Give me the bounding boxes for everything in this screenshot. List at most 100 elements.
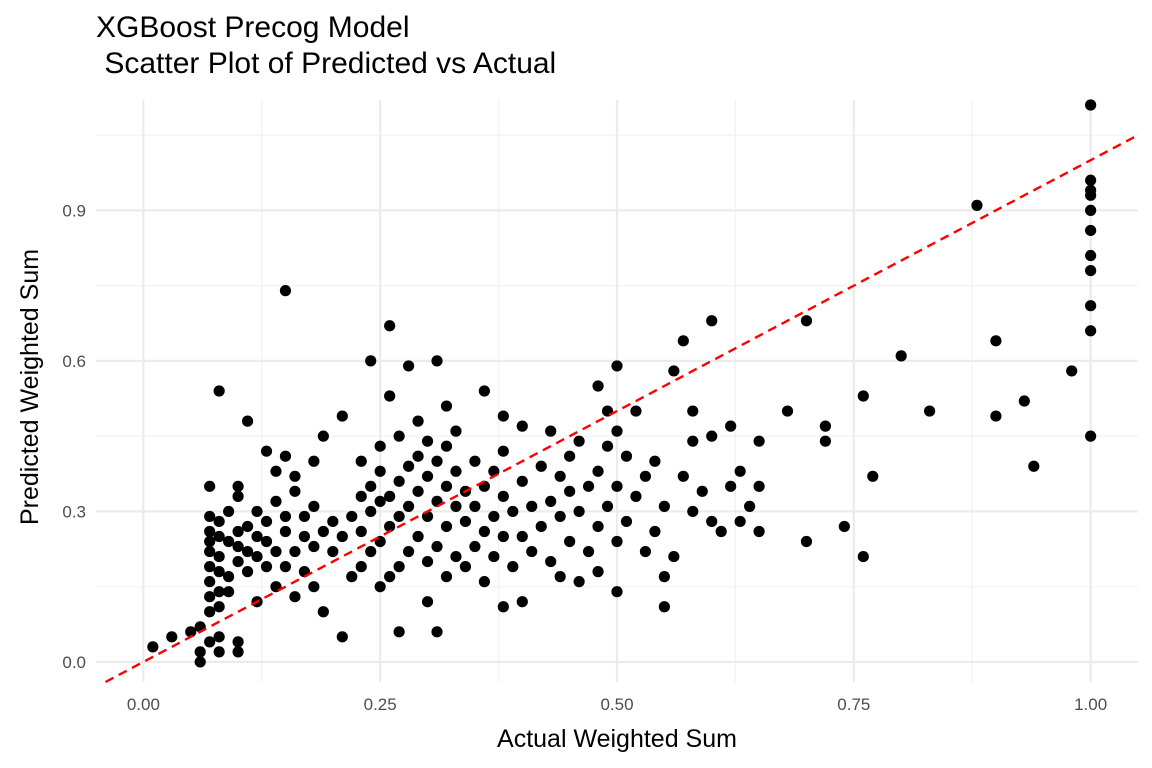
data-point xyxy=(270,495,282,507)
y-tick-label: 0.3 xyxy=(62,502,86,521)
data-point xyxy=(365,505,377,518)
data-point xyxy=(649,525,661,538)
data-point xyxy=(308,455,320,467)
data-point xyxy=(526,545,538,558)
data-point xyxy=(241,415,254,427)
data-point xyxy=(715,525,727,538)
y-tick-label: 0.9 xyxy=(62,201,86,220)
data-point xyxy=(232,525,244,538)
data-point xyxy=(270,465,282,477)
data-point xyxy=(857,390,869,402)
data-point xyxy=(658,601,670,613)
data-point xyxy=(564,535,576,548)
data-point xyxy=(204,591,216,603)
data-point xyxy=(677,470,689,482)
data-point xyxy=(204,636,216,648)
data-point xyxy=(393,510,405,523)
data-point xyxy=(355,490,367,502)
data-point xyxy=(421,470,434,482)
chart-subtitle: Scatter Plot of Predicted vs Actual xyxy=(96,47,557,80)
data-point xyxy=(251,550,263,563)
data-point xyxy=(440,520,453,533)
data-point xyxy=(564,485,576,497)
data-point xyxy=(194,646,206,658)
data-point xyxy=(753,525,765,538)
data-point xyxy=(327,545,339,558)
data-point xyxy=(223,535,235,548)
data-point xyxy=(336,530,348,543)
data-point xyxy=(251,505,263,518)
data-point xyxy=(204,606,216,618)
data-point xyxy=(204,535,216,548)
y-tick-label: 0.0 xyxy=(62,653,86,672)
data-point xyxy=(545,555,557,568)
data-point xyxy=(573,435,585,447)
data-point xyxy=(204,525,216,538)
data-point xyxy=(459,515,472,528)
data-point xyxy=(241,520,254,533)
data-point xyxy=(990,335,1002,347)
data-point xyxy=(374,465,386,477)
data-point xyxy=(374,440,386,452)
data-point xyxy=(421,555,434,568)
data-point xyxy=(478,525,490,538)
data-point xyxy=(232,636,244,648)
chart-title: XGBoost Precog Model xyxy=(96,11,410,44)
data-point xyxy=(241,566,254,578)
data-point xyxy=(1018,395,1030,407)
data-point xyxy=(213,550,225,563)
data-point xyxy=(421,596,434,608)
data-point xyxy=(298,530,310,543)
data-point xyxy=(497,601,509,613)
data-point xyxy=(1085,99,1097,111)
data-point xyxy=(601,440,614,452)
data-point xyxy=(582,480,595,492)
data-point xyxy=(687,505,699,518)
y-axis-ticks: 0.0 0.3 0.6 0.9 xyxy=(62,201,86,672)
data-point xyxy=(497,530,509,543)
data-point xyxy=(990,410,1002,422)
data-point xyxy=(289,470,301,482)
data-point xyxy=(630,490,642,502)
data-point xyxy=(658,571,670,583)
data-point xyxy=(971,199,983,211)
data-point xyxy=(355,561,367,573)
data-point xyxy=(535,460,547,472)
data-point xyxy=(308,500,320,512)
data-point xyxy=(744,500,756,512)
data-point xyxy=(573,576,585,588)
data-point xyxy=(1085,204,1097,216)
data-point xyxy=(213,646,225,658)
data-point xyxy=(1085,325,1097,337)
data-point xyxy=(213,515,225,528)
data-point xyxy=(393,430,405,442)
data-point xyxy=(440,571,453,583)
data-point xyxy=(384,490,396,502)
data-point xyxy=(403,545,415,558)
data-point xyxy=(753,480,765,492)
data-point xyxy=(204,561,216,573)
data-point xyxy=(1085,264,1097,277)
data-point xyxy=(232,480,244,492)
data-point xyxy=(781,405,794,417)
data-point xyxy=(403,500,415,512)
data-point xyxy=(431,355,443,367)
data-point xyxy=(1085,430,1097,442)
data-point xyxy=(488,550,500,563)
data-point xyxy=(545,425,557,437)
data-point xyxy=(819,435,832,447)
data-point xyxy=(895,350,907,362)
data-point xyxy=(1085,249,1097,262)
data-point xyxy=(317,525,329,538)
data-point xyxy=(393,475,405,487)
data-point xyxy=(450,500,462,512)
data-point xyxy=(1066,365,1078,377)
data-point xyxy=(630,405,642,417)
data-point xyxy=(403,360,415,372)
data-point xyxy=(554,470,566,482)
data-point xyxy=(213,631,225,643)
data-point xyxy=(497,445,509,457)
data-point xyxy=(639,545,652,558)
x-tick-label: 0.75 xyxy=(837,695,870,714)
y-tick-label: 0.6 xyxy=(62,352,86,371)
